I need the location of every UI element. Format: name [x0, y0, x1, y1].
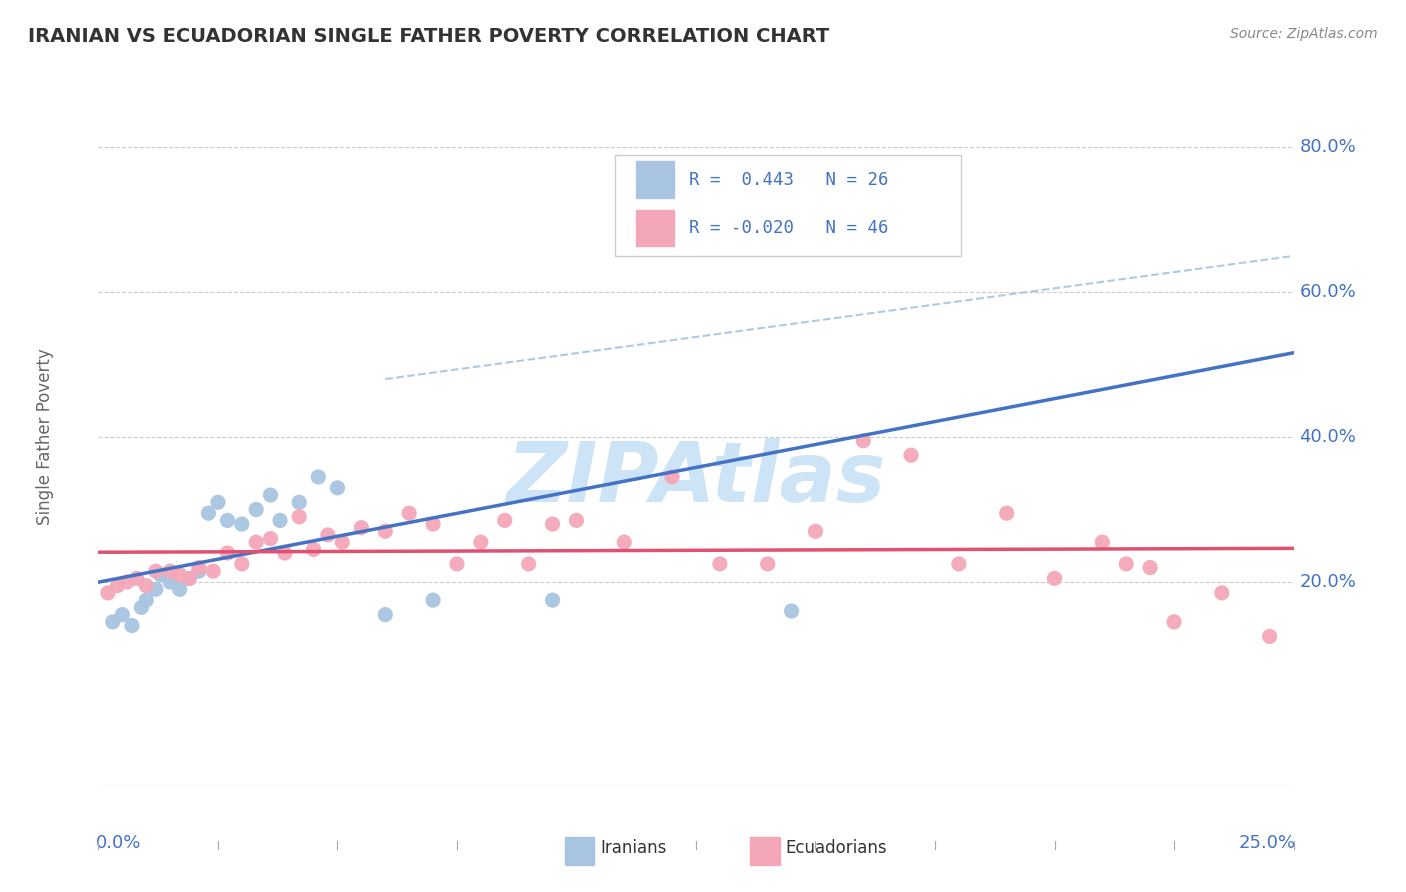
Point [900, 448, 922, 462]
Text: Ecuadorians: Ecuadorians [786, 838, 887, 856]
Point [541, 516, 564, 531]
Point [217, 513, 239, 527]
Text: 0.0%: 0.0% [96, 834, 142, 852]
Point [374, 524, 396, 539]
Point [202, 564, 225, 578]
Text: Source: ZipAtlas.com: Source: ZipAtlas.com [1230, 27, 1378, 41]
Point [115, 574, 138, 589]
Point [302, 542, 325, 557]
Point [269, 513, 291, 527]
Point [330, 535, 353, 549]
Point [756, 557, 779, 571]
Point [1258, 629, 1281, 643]
Point [307, 470, 329, 484]
Text: 25.0%: 25.0% [1239, 834, 1296, 852]
Point [422, 516, 444, 531]
Point [326, 481, 349, 495]
Point [470, 535, 492, 549]
Bar [636, 161, 675, 198]
Point [259, 532, 281, 546]
Point [274, 546, 297, 560]
Point [948, 557, 970, 571]
Point [231, 516, 253, 531]
Point [197, 506, 219, 520]
Text: ZIPAtlas: ZIPAtlas [506, 438, 886, 519]
Point [541, 593, 564, 607]
Point [179, 571, 201, 585]
Point [135, 579, 157, 593]
Point [780, 604, 803, 618]
Point [121, 618, 143, 632]
Point [398, 506, 420, 520]
Point [207, 495, 229, 509]
Point [804, 524, 827, 539]
Point [169, 567, 191, 582]
Point [1115, 557, 1137, 571]
Point [1163, 615, 1185, 629]
Text: Single Father Poverty: Single Father Poverty [35, 349, 53, 525]
Text: R = -0.020   N = 46: R = -0.020 N = 46 [689, 219, 889, 237]
Point [145, 564, 167, 578]
Point [159, 564, 181, 578]
Point [995, 506, 1018, 520]
Point [187, 564, 209, 578]
Text: IRANIAN VS ECUADORIAN SINGLE FATHER POVERTY CORRELATION CHART: IRANIAN VS ECUADORIAN SINGLE FATHER POVE… [28, 27, 830, 45]
Text: R =  0.443   N = 26: R = 0.443 N = 26 [689, 170, 889, 188]
Point [101, 615, 124, 629]
Point [422, 593, 444, 607]
Text: Iranians: Iranians [600, 838, 666, 856]
FancyBboxPatch shape [614, 155, 962, 256]
Point [179, 571, 201, 585]
Point [111, 607, 134, 622]
Bar [636, 210, 675, 246]
Point [259, 488, 281, 502]
Point [565, 513, 588, 527]
Point [217, 546, 239, 560]
Text: 60.0%: 60.0% [1299, 283, 1357, 301]
Point [135, 593, 157, 607]
Point [169, 582, 191, 597]
Point [517, 557, 540, 571]
Point [187, 560, 209, 574]
Point [125, 571, 148, 585]
Point [288, 495, 311, 509]
Point [1091, 535, 1114, 549]
Point [1211, 586, 1233, 600]
Bar [749, 837, 780, 865]
Point [245, 502, 267, 516]
Point [852, 434, 875, 448]
Point [288, 509, 311, 524]
Point [159, 574, 181, 589]
Point [107, 579, 129, 593]
Text: 40.0%: 40.0% [1299, 428, 1357, 446]
Point [709, 557, 731, 571]
Point [661, 470, 683, 484]
Point [245, 535, 267, 549]
Point [149, 567, 172, 582]
Point [350, 521, 373, 535]
Text: 80.0%: 80.0% [1299, 138, 1357, 156]
Point [494, 513, 516, 527]
Point [1043, 571, 1066, 585]
Point [131, 600, 153, 615]
Point [661, 205, 683, 219]
Point [145, 582, 167, 597]
Point [374, 607, 396, 622]
Point [231, 557, 253, 571]
Point [613, 535, 636, 549]
Point [316, 528, 339, 542]
Point [1139, 560, 1161, 574]
Bar [565, 837, 595, 865]
Text: 20.0%: 20.0% [1299, 573, 1357, 591]
Point [446, 557, 468, 571]
Point [97, 586, 120, 600]
